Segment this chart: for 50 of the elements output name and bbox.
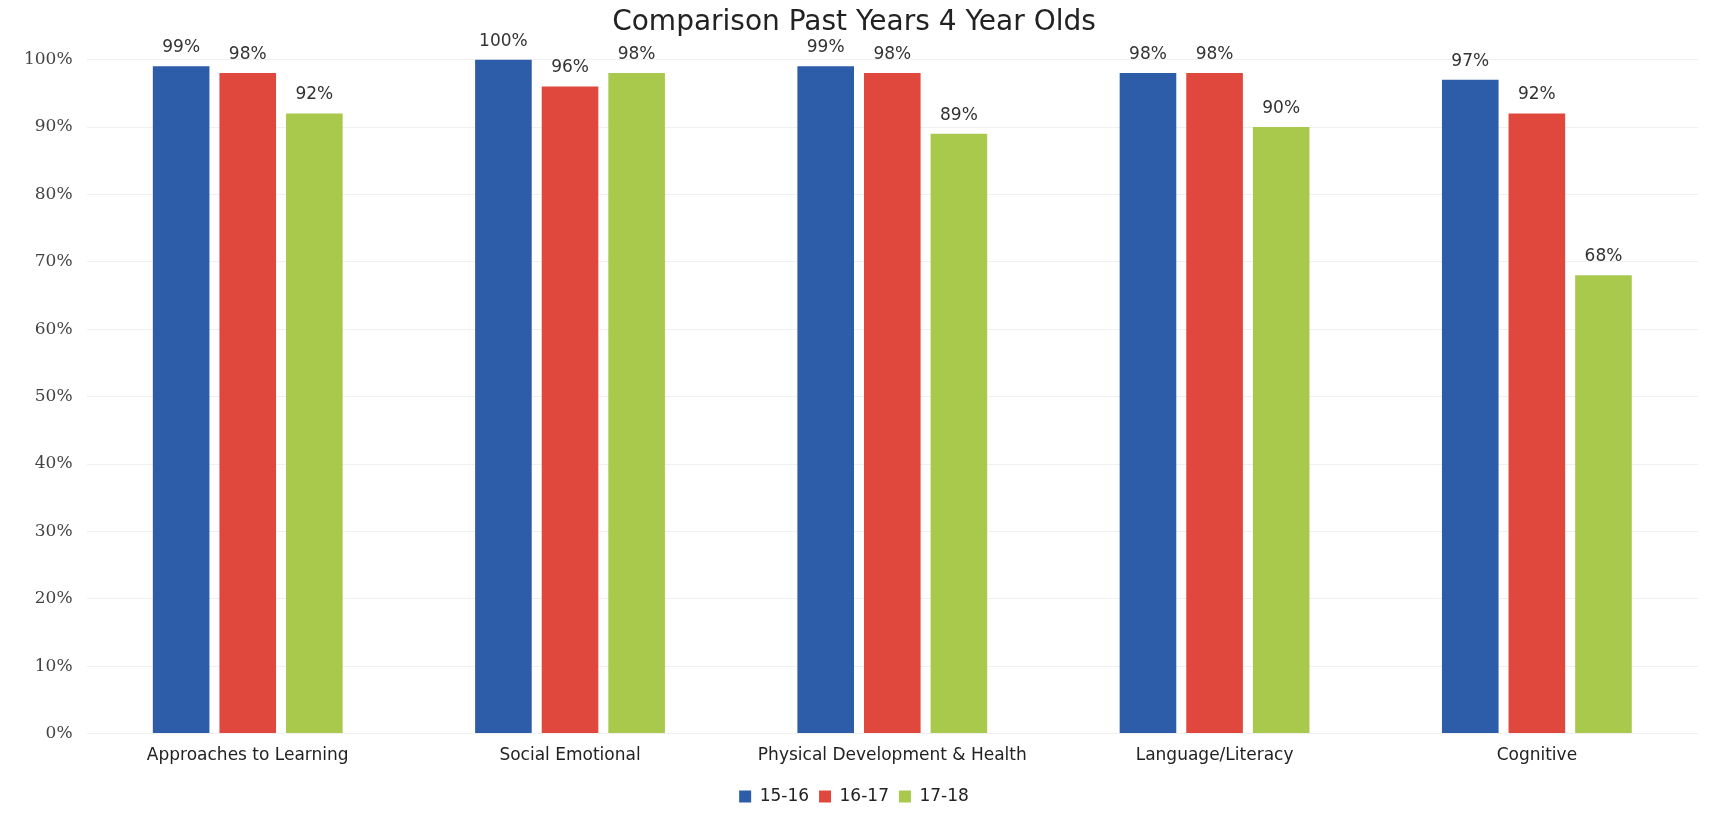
legend-label: 16-17 xyxy=(839,784,889,805)
bar xyxy=(1252,127,1310,734)
bar xyxy=(930,133,988,734)
data-label: 89% xyxy=(940,103,978,124)
data-label: 68% xyxy=(1584,245,1623,266)
y-tick-label: 50% xyxy=(34,385,73,406)
bar xyxy=(219,73,277,734)
bar xyxy=(863,73,921,734)
bar xyxy=(608,73,665,734)
x-tick-label: Physical Development & Health xyxy=(757,744,1027,765)
x-tick-label: Cognitive xyxy=(1496,744,1578,765)
data-label: 90% xyxy=(1262,96,1301,117)
data-label: 92% xyxy=(295,83,334,104)
y-tick-label: 100% xyxy=(23,48,73,69)
y-tick-label: 20% xyxy=(34,587,73,608)
data-label: 100% xyxy=(479,29,528,50)
bar xyxy=(475,59,532,734)
y-tick-label: 60% xyxy=(34,317,73,338)
data-label: 98% xyxy=(1195,43,1234,63)
data-label: 99% xyxy=(806,36,845,57)
data-label: 96% xyxy=(551,56,589,77)
bar xyxy=(541,86,599,734)
y-tick-label: 40% xyxy=(34,452,73,473)
legend-label: 15-16 xyxy=(759,784,810,805)
bar xyxy=(1575,275,1632,734)
y-tick-label: 90% xyxy=(34,115,73,136)
bar xyxy=(1441,79,1499,734)
data-label: 99% xyxy=(162,36,201,57)
bar xyxy=(1119,73,1177,734)
data-label: 98% xyxy=(228,43,267,63)
data-label: 98% xyxy=(1129,43,1167,63)
chart-title: Comparison Past Years 4 Year Olds xyxy=(612,4,1096,38)
data-label: 98% xyxy=(873,43,912,63)
bar xyxy=(286,113,343,734)
bar xyxy=(152,66,210,734)
y-tick-label: 80% xyxy=(34,182,73,203)
bar xyxy=(797,66,854,734)
data-label: 92% xyxy=(1517,83,1556,104)
legend-label: 17-18 xyxy=(919,784,969,805)
bar xyxy=(1508,113,1566,734)
y-tick-label: 30% xyxy=(34,519,73,540)
y-tick-label: 70% xyxy=(34,250,73,271)
data-label: 97% xyxy=(1451,49,1490,70)
data-label: 98% xyxy=(617,43,656,63)
x-tick-label: Approaches to Learning xyxy=(146,744,349,765)
x-tick-label: Social Emotional xyxy=(499,744,641,765)
y-tick-label: 10% xyxy=(34,654,73,675)
x-tick-label: Language/Literacy xyxy=(1135,744,1294,765)
bar xyxy=(1186,73,1243,734)
y-tick-label: 0% xyxy=(45,722,73,743)
